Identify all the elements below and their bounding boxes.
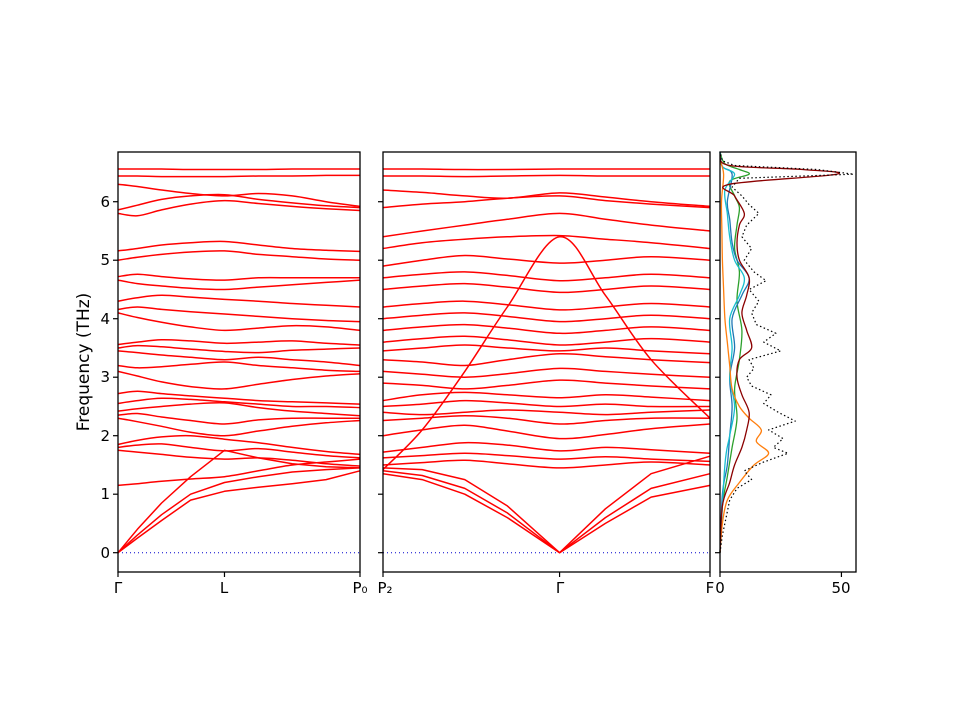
phonon-band-line <box>117 294 361 308</box>
y-tick-label-4: 4 <box>100 310 110 328</box>
phonon-band-line <box>382 344 711 355</box>
phonon-band-line <box>117 402 361 417</box>
phonon-band-line <box>117 370 361 390</box>
phonon-band-line <box>382 423 711 440</box>
phonon-band-line <box>117 361 361 373</box>
y-tick-label-6: 6 <box>100 193 110 211</box>
phonon-band-line <box>117 306 361 323</box>
phonon-band-line <box>117 312 361 332</box>
x-tick-L: L <box>219 579 229 597</box>
phonon-band-line <box>117 183 361 208</box>
y-tick-label-5: 5 <box>100 251 110 269</box>
phonon-band-line <box>382 352 711 367</box>
phonon-band-line <box>382 391 711 402</box>
y-tick-label-2: 2 <box>100 427 110 445</box>
phonon-band-line <box>382 455 711 554</box>
phonon-band-line <box>117 449 361 554</box>
phonon-band-line <box>117 397 361 409</box>
phonon-band-line <box>382 323 711 335</box>
phonon-band-line <box>117 470 361 554</box>
phonon-band-line <box>382 459 711 469</box>
phonon-band-line <box>382 399 711 408</box>
x-tick-P2: P₂ <box>377 579 393 597</box>
phonon-band-line <box>382 441 711 455</box>
phonon-band-line <box>382 234 711 250</box>
dos-curve-total-dos <box>719 151 855 553</box>
phonon-band-line <box>382 212 711 238</box>
phonon-band-line <box>382 312 711 323</box>
phonon-band-line <box>117 443 361 459</box>
phonon-band-line <box>382 409 711 416</box>
x-tick-gamma-1: Γ <box>113 579 123 597</box>
axes-frame <box>117 151 361 573</box>
dos-curve-partial-green <box>719 151 750 553</box>
y-tick-label-3: 3 <box>100 368 110 386</box>
phonon-band-line <box>117 449 361 467</box>
phonon-band-line <box>382 254 711 267</box>
phonon-band-line <box>117 412 360 425</box>
y-tick-label-0: 0 <box>100 544 110 562</box>
phonon-band-line <box>117 250 361 261</box>
x-tick-F: F <box>705 579 715 597</box>
x-tick-dos-0: 0 <box>715 579 725 597</box>
axes-frame <box>382 151 711 573</box>
x-tick-P0: P₀ <box>352 579 368 597</box>
x-tick-dos-50: 50 <box>831 579 851 597</box>
phonon-band-line <box>117 390 361 405</box>
phonon-band-line <box>117 417 361 437</box>
phonon-band-line <box>382 189 711 208</box>
phonon-band-line <box>117 434 361 456</box>
phonon-band-line <box>117 240 361 253</box>
phonon-band-line <box>382 367 711 378</box>
phonon-band-line <box>382 415 711 425</box>
phonon-band-line <box>117 273 360 281</box>
x-tick-gamma-2: Γ <box>555 579 565 597</box>
phonon-band-line <box>382 174 710 178</box>
dos-curve-partial-orange <box>719 160 770 553</box>
phonon-band-line <box>117 339 361 346</box>
dos-curve-partial-blue <box>719 151 750 553</box>
phonon-band-line <box>382 300 711 311</box>
phonon-band-line <box>117 467 361 554</box>
phonon-band-line <box>382 470 711 554</box>
phonon-band-line <box>117 279 361 291</box>
y-tick-label-1: 1 <box>100 485 110 503</box>
phonon-band-line <box>382 335 711 346</box>
phonon-band-line <box>382 195 711 209</box>
phonon-band-line <box>382 472 711 554</box>
axes-frame <box>719 151 857 573</box>
phonon-band-line <box>382 271 711 282</box>
phonon-band-line <box>117 174 361 178</box>
dos-curve-partial-darkred <box>719 154 840 553</box>
phonon-band-line <box>382 379 711 390</box>
phonon-band-line <box>382 282 711 294</box>
phonon-band-line <box>117 193 361 211</box>
dos-curve-partial-teal <box>719 151 746 553</box>
phonon-band-line <box>382 168 710 171</box>
phonon-band-line <box>117 199 361 217</box>
phonon-band-line <box>117 168 360 171</box>
phonon-band-line <box>117 344 361 354</box>
phonon-band-line <box>382 236 711 471</box>
phonon-band-line <box>382 452 711 463</box>
phonon-band-line <box>117 350 361 367</box>
